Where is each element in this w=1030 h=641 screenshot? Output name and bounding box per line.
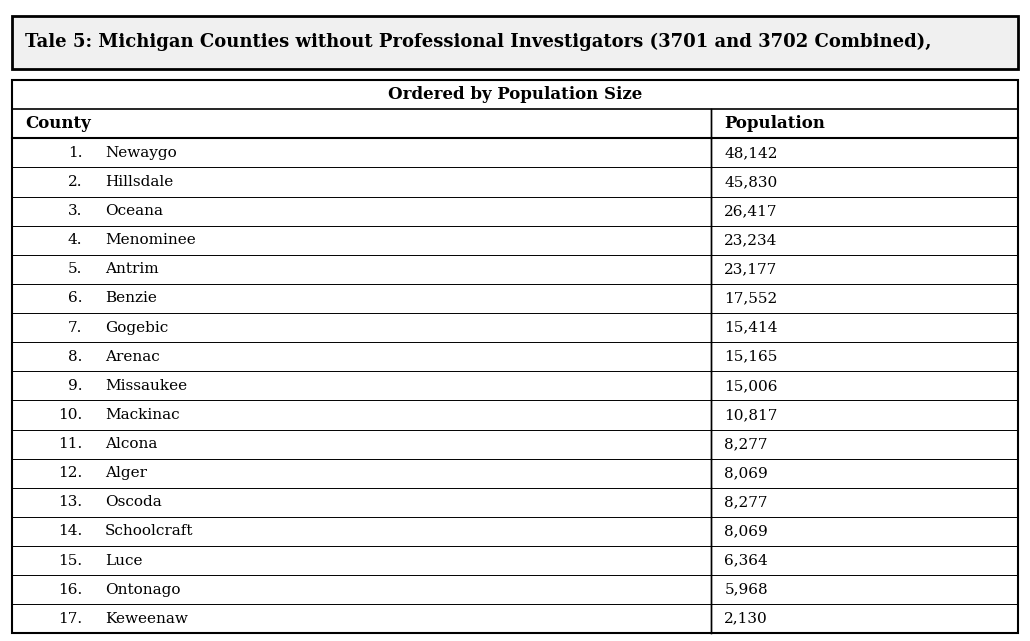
Text: 6,364: 6,364 — [724, 554, 768, 567]
Text: 8,069: 8,069 — [724, 466, 768, 480]
Text: 6.: 6. — [68, 292, 82, 306]
Text: 8,069: 8,069 — [724, 524, 768, 538]
Bar — [12, 16, 1018, 69]
Text: 8,277: 8,277 — [724, 495, 768, 510]
Text: Alcona: Alcona — [105, 437, 158, 451]
Text: 1.: 1. — [68, 146, 82, 160]
Text: Menominee: Menominee — [105, 233, 196, 247]
Text: Arenac: Arenac — [105, 350, 160, 363]
Text: 15.: 15. — [59, 554, 82, 567]
Text: 23,234: 23,234 — [724, 233, 778, 247]
Text: 3.: 3. — [68, 204, 82, 218]
Text: 15,006: 15,006 — [724, 379, 778, 393]
Text: 17,552: 17,552 — [724, 292, 778, 306]
Text: 15,414: 15,414 — [724, 320, 778, 335]
Text: 5,968: 5,968 — [724, 583, 768, 597]
Text: 10.: 10. — [58, 408, 82, 422]
Text: 23,177: 23,177 — [724, 262, 778, 276]
Text: 8,277: 8,277 — [724, 437, 768, 451]
Text: 17.: 17. — [59, 612, 82, 626]
Text: Newaygo: Newaygo — [105, 146, 177, 160]
Text: 2.: 2. — [68, 175, 82, 189]
Text: 16.: 16. — [58, 583, 82, 597]
Text: Benzie: Benzie — [105, 292, 157, 306]
Text: Population: Population — [724, 115, 825, 132]
Text: 2,130: 2,130 — [724, 612, 768, 626]
Text: 5.: 5. — [68, 262, 82, 276]
Text: 14.: 14. — [58, 524, 82, 538]
Text: 45,830: 45,830 — [724, 175, 778, 189]
Text: Schoolcraft: Schoolcraft — [105, 524, 194, 538]
Text: Alger: Alger — [105, 466, 147, 480]
Text: Gogebic: Gogebic — [105, 320, 168, 335]
Text: Oceana: Oceana — [105, 204, 163, 218]
Text: Luce: Luce — [105, 554, 142, 567]
Text: Mackinac: Mackinac — [105, 408, 179, 422]
Bar — [12, 80, 1018, 633]
Text: 13.: 13. — [59, 495, 82, 510]
Text: 12.: 12. — [58, 466, 82, 480]
Text: 15,165: 15,165 — [724, 350, 778, 363]
Text: Missaukee: Missaukee — [105, 379, 187, 393]
Text: 8.: 8. — [68, 350, 82, 363]
Text: 10,817: 10,817 — [724, 408, 778, 422]
Text: Keweenaw: Keweenaw — [105, 612, 187, 626]
Text: Ontonago: Ontonago — [105, 583, 180, 597]
Text: 9.: 9. — [68, 379, 82, 393]
Text: 11.: 11. — [58, 437, 82, 451]
Text: 26,417: 26,417 — [724, 204, 778, 218]
Text: Ordered by Population Size: Ordered by Population Size — [388, 86, 642, 103]
Text: 7.: 7. — [68, 320, 82, 335]
Text: Oscoda: Oscoda — [105, 495, 162, 510]
Text: Hillsdale: Hillsdale — [105, 175, 173, 189]
Text: 4.: 4. — [68, 233, 82, 247]
Text: Antrim: Antrim — [105, 262, 159, 276]
Text: 48,142: 48,142 — [724, 146, 778, 160]
Text: County: County — [26, 115, 92, 132]
Text: Tale 5: Michigan Counties without Professional Investigators (3701 and 3702 Comb: Tale 5: Michigan Counties without Profes… — [25, 33, 931, 51]
